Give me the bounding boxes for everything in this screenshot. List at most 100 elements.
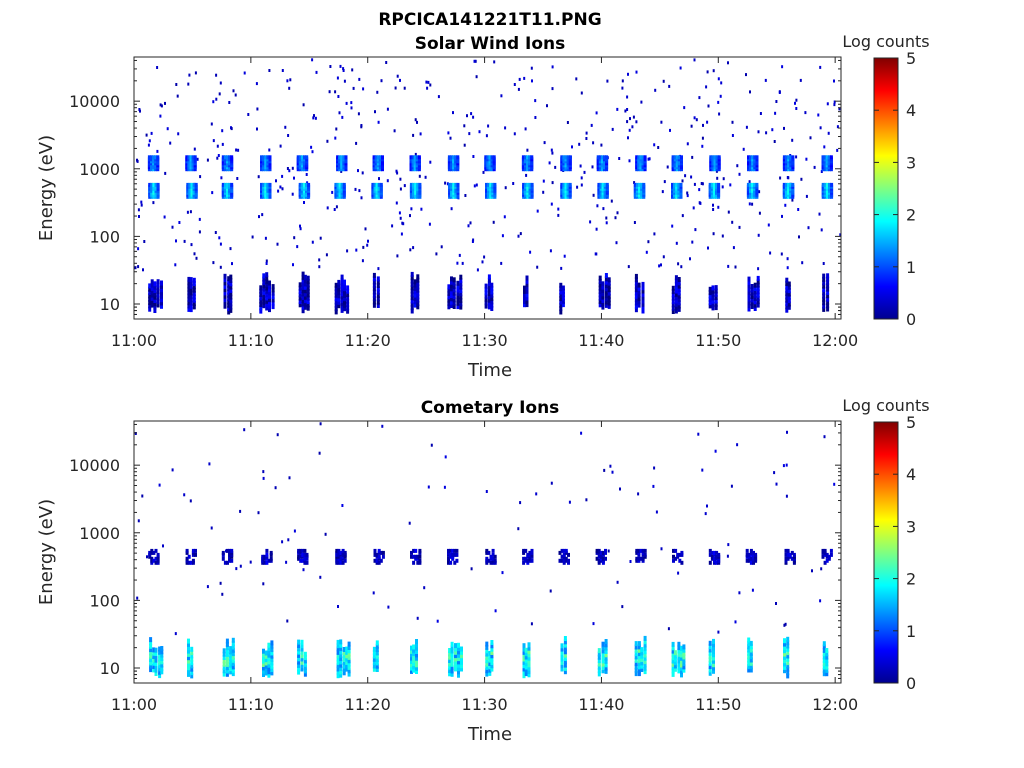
heatmap-cell	[230, 155, 234, 160]
heatmap-cell	[376, 296, 380, 302]
heatmap-cell	[342, 670, 346, 676]
heatmap-cell	[265, 288, 269, 294]
heatmap-cell	[561, 302, 565, 308]
heatmap-cell	[264, 155, 268, 160]
heatmap-cell	[154, 657, 158, 663]
heatmap-cell	[222, 671, 226, 677]
heatmap-cell	[671, 182, 674, 187]
heatmap-cell	[150, 556, 154, 561]
heatmap-cell	[183, 239, 186, 243]
heatmap-cell	[637, 661, 641, 667]
heatmap-cell	[152, 657, 156, 663]
heatmap-cell	[303, 668, 307, 674]
heatmap-cell	[798, 235, 800, 239]
heatmap-cell	[297, 652, 301, 658]
heatmap-cell	[634, 651, 638, 657]
heatmap-cell	[150, 299, 154, 305]
heatmap-cell	[457, 656, 460, 662]
heatmap-cell	[711, 285, 715, 291]
x-tick-label: 11:10	[228, 331, 274, 350]
heatmap-cell	[616, 211, 619, 215]
heatmap-cell	[675, 182, 679, 187]
axes-ticks-cometary: 11:00 11:10 11:20 11:30 11:40 11:50 12:0010100…	[69, 421, 858, 714]
heatmap-cell	[624, 109, 627, 113]
heatmap-cell	[524, 647, 528, 653]
heatmap-cell	[227, 279, 231, 285]
heatmap-cell	[229, 669, 233, 675]
heatmap-cell	[783, 638, 786, 644]
heatmap-cell	[303, 281, 307, 287]
heatmap-cell	[503, 215, 506, 219]
heatmap-cell	[596, 204, 599, 208]
heatmap-cell	[341, 115, 344, 119]
heatmap-cell	[648, 157, 651, 161]
heatmap-cell	[640, 667, 644, 672]
heatmap-cell	[454, 182, 458, 187]
heatmap-cell	[671, 648, 675, 654]
heatmap-cell	[563, 254, 566, 258]
heatmap-cell	[634, 287, 638, 293]
heatmap-cell	[225, 645, 229, 651]
heatmap-cell	[156, 292, 160, 298]
heatmap-cell	[275, 179, 277, 183]
heatmap-cell	[560, 266, 563, 270]
heatmap-cell	[522, 663, 526, 669]
heatmap-cell	[597, 668, 601, 674]
heatmap-cell	[396, 171, 399, 175]
heatmap-cell	[825, 664, 829, 670]
heatmap-cell	[560, 558, 564, 563]
heatmap-cell	[523, 292, 526, 298]
heatmap-cell	[291, 192, 294, 196]
heatmap-cell	[680, 155, 683, 160]
heatmap-cell	[671, 655, 675, 661]
heatmap-cell	[747, 279, 751, 285]
heatmap-cell	[270, 653, 274, 659]
heatmap-cell	[231, 651, 235, 657]
heatmap-cell	[259, 308, 263, 314]
heatmap-cell	[160, 287, 163, 293]
heatmap-cell	[786, 643, 790, 649]
heatmap-cell	[575, 77, 578, 81]
heatmap-cell	[710, 182, 714, 187]
x-tick-label: 11:00	[111, 695, 157, 714]
heatmap-cell	[773, 140, 776, 143]
heatmap-cell	[334, 299, 338, 305]
heatmap-cell	[149, 657, 153, 663]
heatmap-cell	[634, 303, 638, 309]
heatmap-cell	[343, 558, 347, 563]
heatmap-cell	[698, 96, 701, 100]
heatmap-cell	[640, 657, 644, 662]
heatmap-cell	[223, 293, 227, 299]
heatmap-cell	[488, 664, 492, 670]
heatmap-cell	[785, 155, 789, 160]
heatmap-cell	[160, 649, 164, 655]
heatmap-cell	[147, 143, 150, 147]
heatmap-cell	[223, 287, 227, 293]
heatmap-cell	[634, 273, 638, 279]
heatmap-cell	[559, 306, 563, 312]
heatmap-cell	[225, 668, 229, 674]
heatmap-cell	[342, 653, 346, 659]
heatmap-cell	[490, 656, 494, 662]
heatmap-cell	[410, 655, 413, 661]
heatmap-cell	[447, 556, 450, 561]
heatmap-cell	[187, 276, 191, 282]
heatmap-cell	[487, 550, 491, 555]
heatmap-cell	[150, 292, 154, 298]
heatmap-cell	[158, 656, 162, 662]
heatmap-cell	[447, 155, 451, 160]
heatmap-cell	[527, 662, 531, 668]
heatmap-cell	[223, 182, 227, 187]
heatmap-cell	[227, 286, 231, 292]
figure-title: RPCICA141221T11.PNG	[378, 10, 601, 30]
heatmap-cell	[785, 301, 789, 306]
heatmap-cell	[222, 665, 226, 670]
heatmap-cell	[454, 646, 457, 652]
heatmap-cell	[336, 155, 340, 160]
heatmap-cell	[293, 176, 295, 180]
heatmap-cell	[692, 206, 695, 210]
heatmap-cell	[298, 299, 302, 304]
heatmap-cell	[529, 250, 532, 254]
heatmap-cell	[229, 287, 233, 293]
